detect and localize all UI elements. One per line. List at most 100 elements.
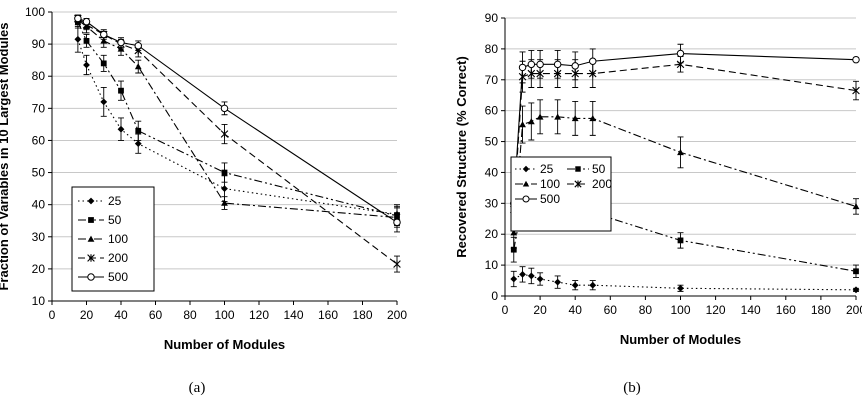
data-point-50-shape [677, 237, 684, 244]
data-point-25-shape [677, 284, 684, 292]
data-point-200-shape [220, 130, 229, 138]
legend-marker-25 [522, 165, 530, 173]
data-point-50 [677, 237, 684, 244]
x-axis-label: Number of Modules [164, 337, 285, 352]
legend-label-50: 50 [592, 162, 606, 176]
y-tick-label: 60 [32, 133, 46, 147]
series-25 [510, 266, 860, 294]
y-axis-label: Recovered Structure (% Correct) [454, 56, 469, 258]
data-point-200 [393, 260, 401, 268]
legend-marker-200 [87, 254, 95, 262]
x-tick-label: 0 [502, 303, 509, 317]
data-point-500 [852, 55, 860, 64]
data-point-500 [134, 41, 142, 50]
x-tick-label: 40 [114, 308, 128, 322]
data-point-200 [220, 130, 229, 138]
x-tick-label: 20 [533, 303, 547, 317]
data-point-500-shape [220, 104, 229, 113]
data-point-100 [852, 203, 860, 210]
data-point-100-shape [536, 113, 544, 120]
data-point-50 [853, 268, 859, 275]
data-point-100 [519, 121, 526, 128]
data-point-25 [554, 278, 562, 286]
data-point-100-shape [100, 37, 108, 44]
x-tick-label: 160 [318, 308, 338, 322]
data-point-500 [536, 60, 544, 69]
data-point-100 [100, 37, 108, 44]
data-point-100-shape [677, 148, 684, 156]
y-tick-label: 80 [32, 69, 46, 83]
data-point-500 [571, 62, 579, 70]
data-point-25-shape [519, 270, 526, 278]
legend-marker-50 [88, 217, 94, 223]
y-tick-label: 80 [485, 42, 499, 56]
data-point-100-shape [571, 114, 579, 122]
legend-label-100: 100 [108, 232, 128, 246]
y-tick-label: 50 [32, 166, 46, 180]
data-point-500 [100, 30, 108, 39]
y-tick-label: 30 [32, 230, 46, 244]
data-point-200-shape [393, 260, 401, 268]
data-point-25 [519, 270, 526, 278]
x-tick-label: 100 [214, 308, 234, 322]
y-tick-label: 30 [485, 196, 499, 210]
data-point-50 [100, 60, 107, 67]
y-tick-label: 40 [32, 198, 46, 212]
x-tick-label: 80 [183, 308, 197, 322]
data-point-500-shape [676, 49, 685, 58]
data-point-100 [571, 114, 579, 122]
y-tick-label: 70 [32, 101, 46, 115]
y-tick-label: 40 [485, 165, 499, 179]
legend: 25 50 100 200 500 [71, 186, 155, 292]
data-point-25-shape [117, 125, 125, 133]
legend-marker-100-shape [87, 235, 95, 242]
data-point-500 [518, 63, 527, 72]
x-tick-label: 60 [149, 308, 163, 322]
y-axis-label: Fraction of Variables in 10 Largest Modu… [0, 22, 11, 290]
data-point-500 [676, 49, 685, 58]
legend-marker-500-shape [522, 195, 530, 203]
series-500 [74, 14, 401, 233]
data-point-50 [118, 87, 124, 94]
data-point-500-shape [553, 60, 562, 69]
x-tick-label: 180 [811, 303, 831, 317]
data-point-25 [536, 275, 544, 283]
data-point-50-shape [221, 169, 228, 176]
data-point-100 [536, 113, 544, 120]
data-point-100 [589, 114, 597, 122]
legend-marker-100 [87, 235, 95, 242]
data-point-25-shape [571, 281, 579, 289]
data-point-500 [393, 218, 401, 227]
legend-marker-200-shape [87, 254, 95, 262]
data-point-25-shape [221, 185, 228, 193]
y-tick-label: 90 [485, 11, 499, 25]
legend-marker-50-shape [575, 166, 581, 172]
legend-marker-100 [522, 180, 530, 187]
legend-label-200: 200 [592, 177, 612, 191]
legend-marker-200-shape [574, 180, 582, 188]
data-point-100 [134, 63, 142, 70]
data-point-100-shape [852, 203, 860, 210]
data-point-25-shape [589, 281, 597, 289]
series-line-25 [513, 273, 857, 291]
data-point-500-shape [589, 57, 597, 65]
x-tick-label: 140 [283, 308, 303, 322]
data-point-25 [100, 98, 108, 106]
data-point-100-shape [519, 121, 526, 128]
data-point-25-shape [74, 35, 82, 43]
panel-caption: (a) [189, 380, 206, 396]
x-tick-label: 180 [352, 308, 372, 322]
legend-marker-500 [522, 195, 530, 203]
data-point-25 [677, 284, 684, 292]
panel-a: 25 50 100 200 500 [48, 11, 401, 305]
y-tick-label: 0 [491, 289, 498, 303]
data-point-50 [83, 38, 90, 44]
data-point-500 [589, 57, 597, 65]
legend-marker-500-shape [87, 273, 95, 281]
legend-marker-25 [87, 197, 95, 205]
data-point-50 [135, 127, 142, 134]
x-tick-label: 60 [604, 303, 618, 317]
data-point-500 [220, 104, 229, 113]
legend-label-500: 500 [108, 270, 128, 284]
